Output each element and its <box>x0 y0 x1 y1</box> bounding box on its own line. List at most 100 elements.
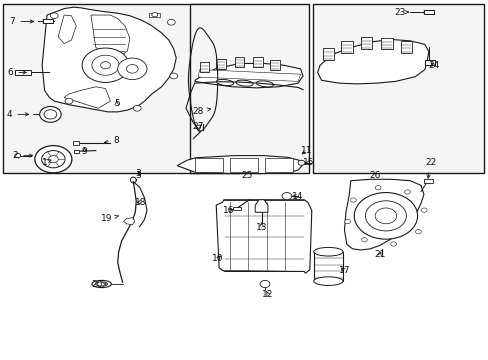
Circle shape <box>65 98 73 104</box>
Bar <box>313 252 342 281</box>
Circle shape <box>126 64 138 73</box>
Circle shape <box>44 110 57 119</box>
Text: 1: 1 <box>41 158 51 167</box>
Ellipse shape <box>313 277 342 285</box>
Polygon shape <box>177 156 302 174</box>
Circle shape <box>50 13 58 19</box>
Text: 16: 16 <box>223 206 234 215</box>
Ellipse shape <box>256 81 273 87</box>
Circle shape <box>415 230 421 234</box>
Ellipse shape <box>313 247 342 256</box>
Circle shape <box>15 153 20 158</box>
Text: 26: 26 <box>369 171 380 180</box>
Ellipse shape <box>92 280 111 288</box>
Circle shape <box>374 208 396 224</box>
Text: 20: 20 <box>91 280 106 289</box>
Polygon shape <box>216 200 311 273</box>
Text: 15: 15 <box>303 158 314 167</box>
Bar <box>269 59 279 69</box>
Bar <box>74 149 79 153</box>
Polygon shape <box>344 179 423 250</box>
Text: 18: 18 <box>135 198 146 207</box>
Circle shape <box>298 160 305 165</box>
Bar <box>42 19 53 23</box>
Text: 27: 27 <box>192 122 203 131</box>
Circle shape <box>374 186 380 190</box>
Polygon shape <box>198 69 300 81</box>
Circle shape <box>167 19 175 25</box>
Polygon shape <box>91 15 130 58</box>
Bar <box>233 207 241 211</box>
Bar <box>149 13 160 17</box>
Polygon shape <box>42 7 176 112</box>
Bar <box>189 4 309 173</box>
Text: 3: 3 <box>135 171 141 180</box>
Bar <box>322 48 333 60</box>
Text: 6: 6 <box>7 68 26 77</box>
Circle shape <box>118 58 147 80</box>
Circle shape <box>92 55 119 75</box>
Text: 14: 14 <box>291 192 302 201</box>
Bar <box>194 158 223 172</box>
Text: 4: 4 <box>7 110 29 119</box>
Circle shape <box>404 190 409 194</box>
Text: 28: 28 <box>192 107 210 116</box>
Bar <box>3 4 238 173</box>
Text: 23: 23 <box>393 8 407 17</box>
Bar <box>340 41 352 53</box>
Circle shape <box>133 105 141 111</box>
Circle shape <box>169 73 177 79</box>
Polygon shape <box>255 200 267 212</box>
Circle shape <box>353 193 417 239</box>
Bar <box>199 62 209 72</box>
Circle shape <box>365 201 406 231</box>
Circle shape <box>344 219 350 224</box>
Ellipse shape <box>96 282 107 286</box>
Circle shape <box>48 156 58 163</box>
Bar <box>264 158 293 172</box>
Bar <box>73 141 79 145</box>
Bar <box>400 41 411 53</box>
Bar <box>424 59 434 65</box>
Circle shape <box>101 62 110 69</box>
Text: 24: 24 <box>427 62 438 71</box>
Bar <box>216 59 225 69</box>
Polygon shape <box>123 218 135 225</box>
Text: 13: 13 <box>255 223 267 232</box>
Ellipse shape <box>216 80 233 85</box>
Bar <box>253 57 263 67</box>
Bar <box>380 38 392 49</box>
Text: 12: 12 <box>262 289 273 298</box>
Bar <box>423 179 432 183</box>
Circle shape <box>40 107 61 122</box>
Polygon shape <box>58 15 76 44</box>
Text: 22: 22 <box>424 158 435 178</box>
Circle shape <box>41 150 65 168</box>
Text: 2: 2 <box>13 151 33 160</box>
Text: 25: 25 <box>241 171 252 180</box>
Text: 3: 3 <box>135 169 141 178</box>
Bar <box>229 158 258 172</box>
Text: 19: 19 <box>101 214 118 223</box>
Bar <box>360 37 371 49</box>
Text: 17: 17 <box>338 266 349 275</box>
Circle shape <box>35 145 72 173</box>
Bar <box>15 70 31 75</box>
Text: 10: 10 <box>211 255 223 264</box>
Circle shape <box>260 280 269 288</box>
Text: 8: 8 <box>104 136 120 145</box>
Bar <box>234 57 244 67</box>
Text: 5: 5 <box>114 99 120 108</box>
Text: 9: 9 <box>81 147 87 156</box>
Circle shape <box>420 208 426 212</box>
Circle shape <box>82 48 129 82</box>
Circle shape <box>152 13 158 17</box>
Bar <box>423 10 433 14</box>
Polygon shape <box>194 63 303 88</box>
Bar <box>312 4 484 173</box>
Circle shape <box>350 198 356 202</box>
Text: 21: 21 <box>374 250 385 259</box>
Text: 11: 11 <box>301 146 312 155</box>
Circle shape <box>390 242 396 246</box>
Text: 7: 7 <box>9 17 34 26</box>
